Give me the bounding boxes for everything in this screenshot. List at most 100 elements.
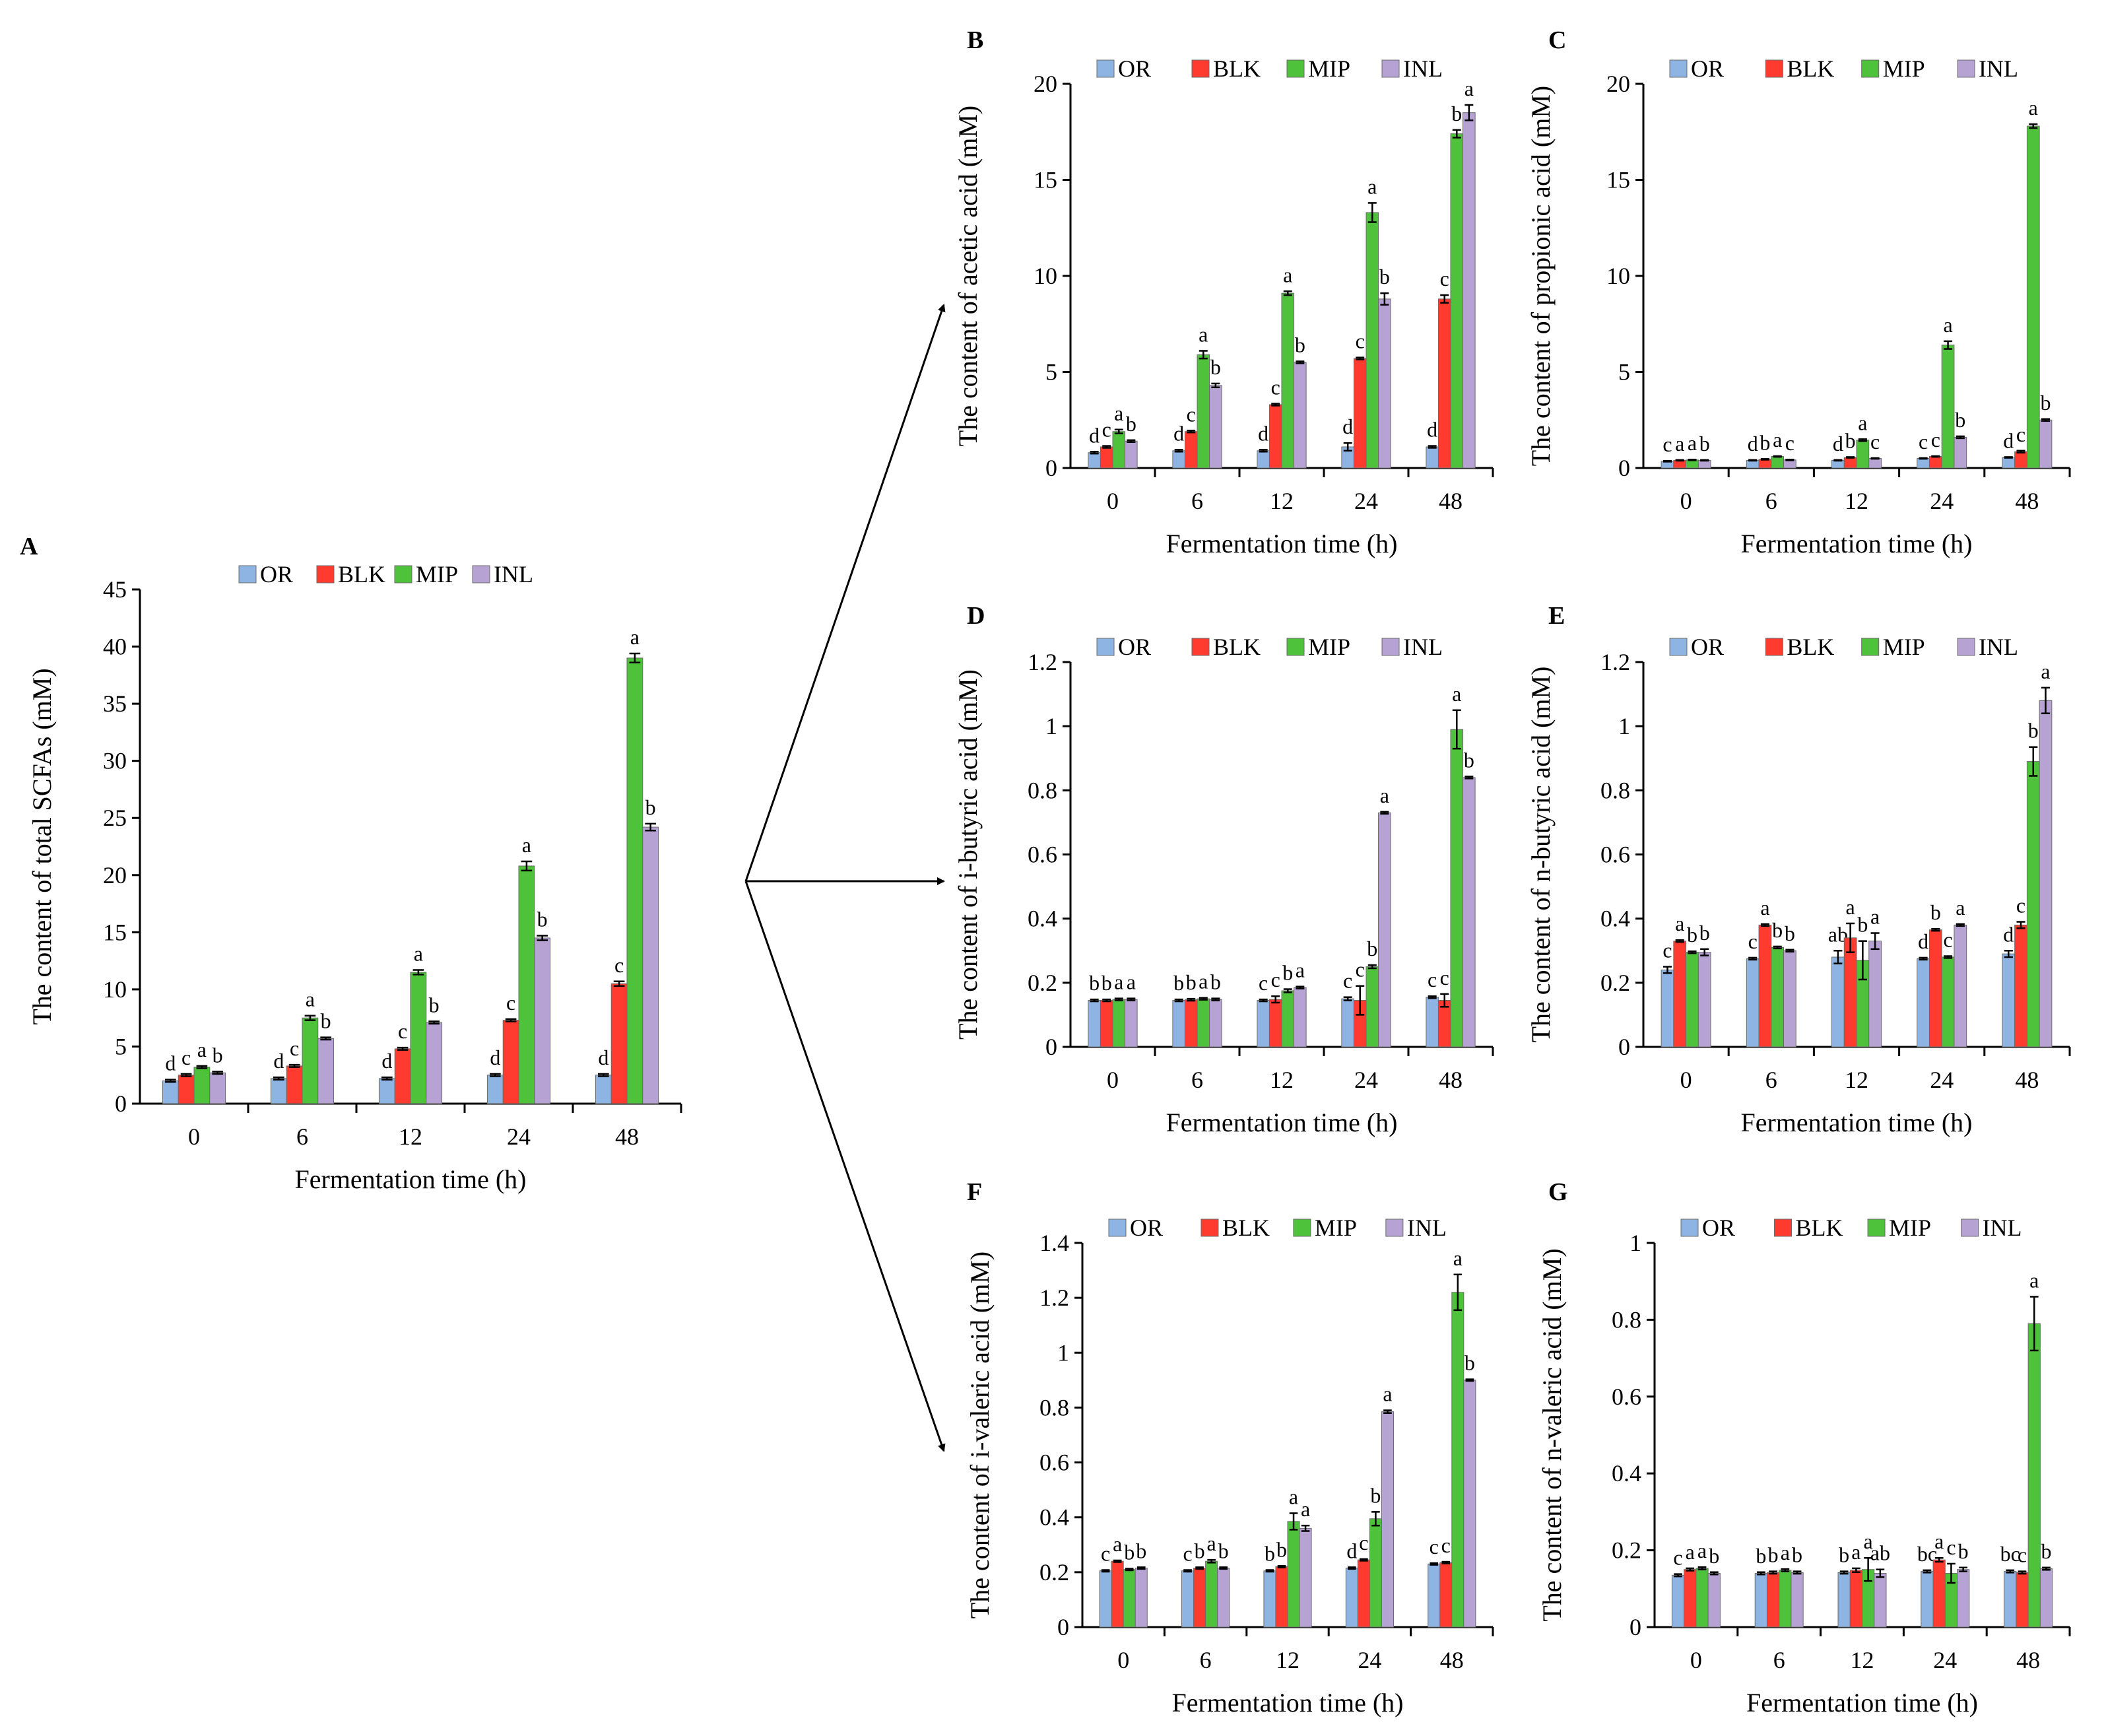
bar-blk-6h: [1758, 459, 1772, 469]
x-axis-title: Fermentation time (h): [1746, 1688, 1978, 1718]
bar-mip-6h: [1771, 456, 1785, 469]
significance-letter: c: [1662, 939, 1672, 962]
bar-blk-0h: [1684, 1569, 1697, 1628]
bar-inl-48h: [2039, 419, 2053, 469]
bar-or-6h: [1172, 1000, 1185, 1048]
bar-or-0h: [1671, 1574, 1685, 1628]
significance-letter: a: [1943, 313, 1952, 337]
significance-letter: c: [1870, 430, 1880, 453]
bar-or-48h: [2002, 953, 2016, 1048]
bar-inl-6h: [1217, 1568, 1230, 1628]
bar-blk-24h: [1928, 929, 1942, 1048]
significance-letter: c: [1183, 1542, 1192, 1566]
bar-inl-0h: [1697, 952, 1711, 1048]
significance-letter: c: [1101, 1542, 1110, 1566]
bar-or-0h: [1088, 1000, 1101, 1048]
significance-letter: a: [1199, 322, 1208, 346]
bar-or-48h: [2002, 457, 2016, 469]
bar-inl-24h: [1954, 436, 1967, 469]
significance-letter: b: [1210, 355, 1221, 379]
bar-mip-0h: [1112, 431, 1126, 469]
y-tick-label: 0.6: [1612, 1384, 1641, 1410]
legend: OR BLK MIP INL: [238, 561, 533, 587]
y-axis-title: The content of i-butyric acid (mM): [953, 669, 983, 1040]
significance-letter: c: [1441, 1533, 1451, 1557]
bar-inl-48h: [2039, 1568, 2053, 1628]
y-tick-label: 0.6: [1028, 842, 1057, 868]
bar-inl-12h: [1868, 457, 1882, 469]
bar-blk-6h: [1758, 924, 1772, 1048]
bar-inl-24h: [534, 937, 551, 1104]
significance-letter: c: [506, 991, 515, 1015]
bar-or-12h: [378, 1078, 395, 1104]
bar-or-48h: [1428, 1563, 1441, 1628]
bar-or-12h: [1837, 1572, 1851, 1628]
significance-letter: c: [1919, 430, 1928, 453]
bar-blk-6h: [1193, 1568, 1206, 1628]
significance-letter: d: [2003, 922, 2014, 946]
x-tick-label: 0: [188, 1123, 200, 1150]
bar-blk-24h: [502, 1020, 519, 1104]
legend-swatch-or: [1669, 638, 1688, 656]
legend-label-or: OR: [1118, 55, 1151, 82]
legend-label-mip: MIP: [1883, 634, 1925, 660]
x-tick-label: 6: [1773, 1647, 1785, 1673]
significance-letter: a: [1283, 263, 1292, 286]
significance-letter: c: [614, 953, 624, 977]
bar-mip-12h: [410, 972, 427, 1104]
legend-label-mip: MIP: [1315, 1215, 1357, 1241]
legend-label-mip: MIP: [416, 561, 458, 587]
panel-letter-d: D: [967, 602, 985, 630]
x-tick-label: 6: [1191, 488, 1203, 514]
bar-inl-24h: [1378, 812, 1391, 1048]
significance-letter: c: [398, 1019, 407, 1043]
bar-mip-24h: [1366, 212, 1379, 469]
legend-swatch-inl: [1957, 59, 1975, 78]
y-tick-label: 0.4: [1600, 906, 1630, 932]
bar-or-6h: [270, 1078, 287, 1104]
significance-letter: b: [1699, 432, 1710, 455]
significance-letter: bc: [2000, 1542, 2020, 1566]
significance-letter: a: [1207, 1531, 1216, 1555]
significance-letter: a: [1453, 1246, 1463, 1270]
bar-mip-24h: [1366, 966, 1379, 1048]
bar-blk-6h: [1184, 999, 1198, 1048]
bar-blk-0h: [1100, 1000, 1113, 1048]
significance-letter: a: [1383, 1382, 1392, 1406]
bar-or-48h: [1426, 997, 1439, 1048]
bar-blk-0h: [1100, 446, 1113, 469]
x-tick-label: 6: [1765, 1067, 1777, 1093]
significance-letter: c: [1430, 1535, 1439, 1558]
y-tick-label: 0.4: [1028, 906, 1057, 932]
y-tick-label: 35: [103, 690, 127, 717]
significance-letter: b: [1367, 937, 1377, 960]
significance-letter: b: [1295, 333, 1305, 356]
panel-letter-g: G: [1548, 1178, 1568, 1206]
bar-mip-24h: [1941, 345, 1955, 469]
significance-letter: b: [1218, 1539, 1229, 1562]
legend-label-inl: INL: [1983, 1215, 2022, 1241]
bar-mip-48h: [2026, 125, 2040, 469]
legend-label-or: OR: [1691, 55, 1724, 82]
x-tick-label: 0: [1117, 1647, 1129, 1673]
y-tick-label: 15: [1606, 167, 1630, 193]
x-tick-label: 48: [2016, 1647, 2040, 1673]
bar-mip-6h: [1197, 998, 1210, 1048]
significance-letter: a: [197, 1038, 207, 1061]
bar-or-24h: [1921, 1571, 1934, 1628]
y-tick-label: 0: [1045, 455, 1057, 481]
x-tick-label: 48: [1439, 1067, 1463, 1093]
significance-letter: d: [165, 1052, 176, 1075]
y-tick-label: 0.8: [1600, 777, 1630, 803]
legend: OR BLK MIP INL: [1669, 55, 2018, 82]
bar-mip-24h: [518, 865, 535, 1104]
significance-letter: d: [1342, 415, 1353, 438]
bar-blk-6h: [1184, 431, 1198, 469]
significance-letter: b: [1687, 923, 1697, 947]
legend: OR BLK MIP INL: [1096, 55, 1443, 82]
y-tick-label: 0.2: [1039, 1559, 1069, 1586]
legend-label-inl: INL: [1403, 634, 1443, 660]
